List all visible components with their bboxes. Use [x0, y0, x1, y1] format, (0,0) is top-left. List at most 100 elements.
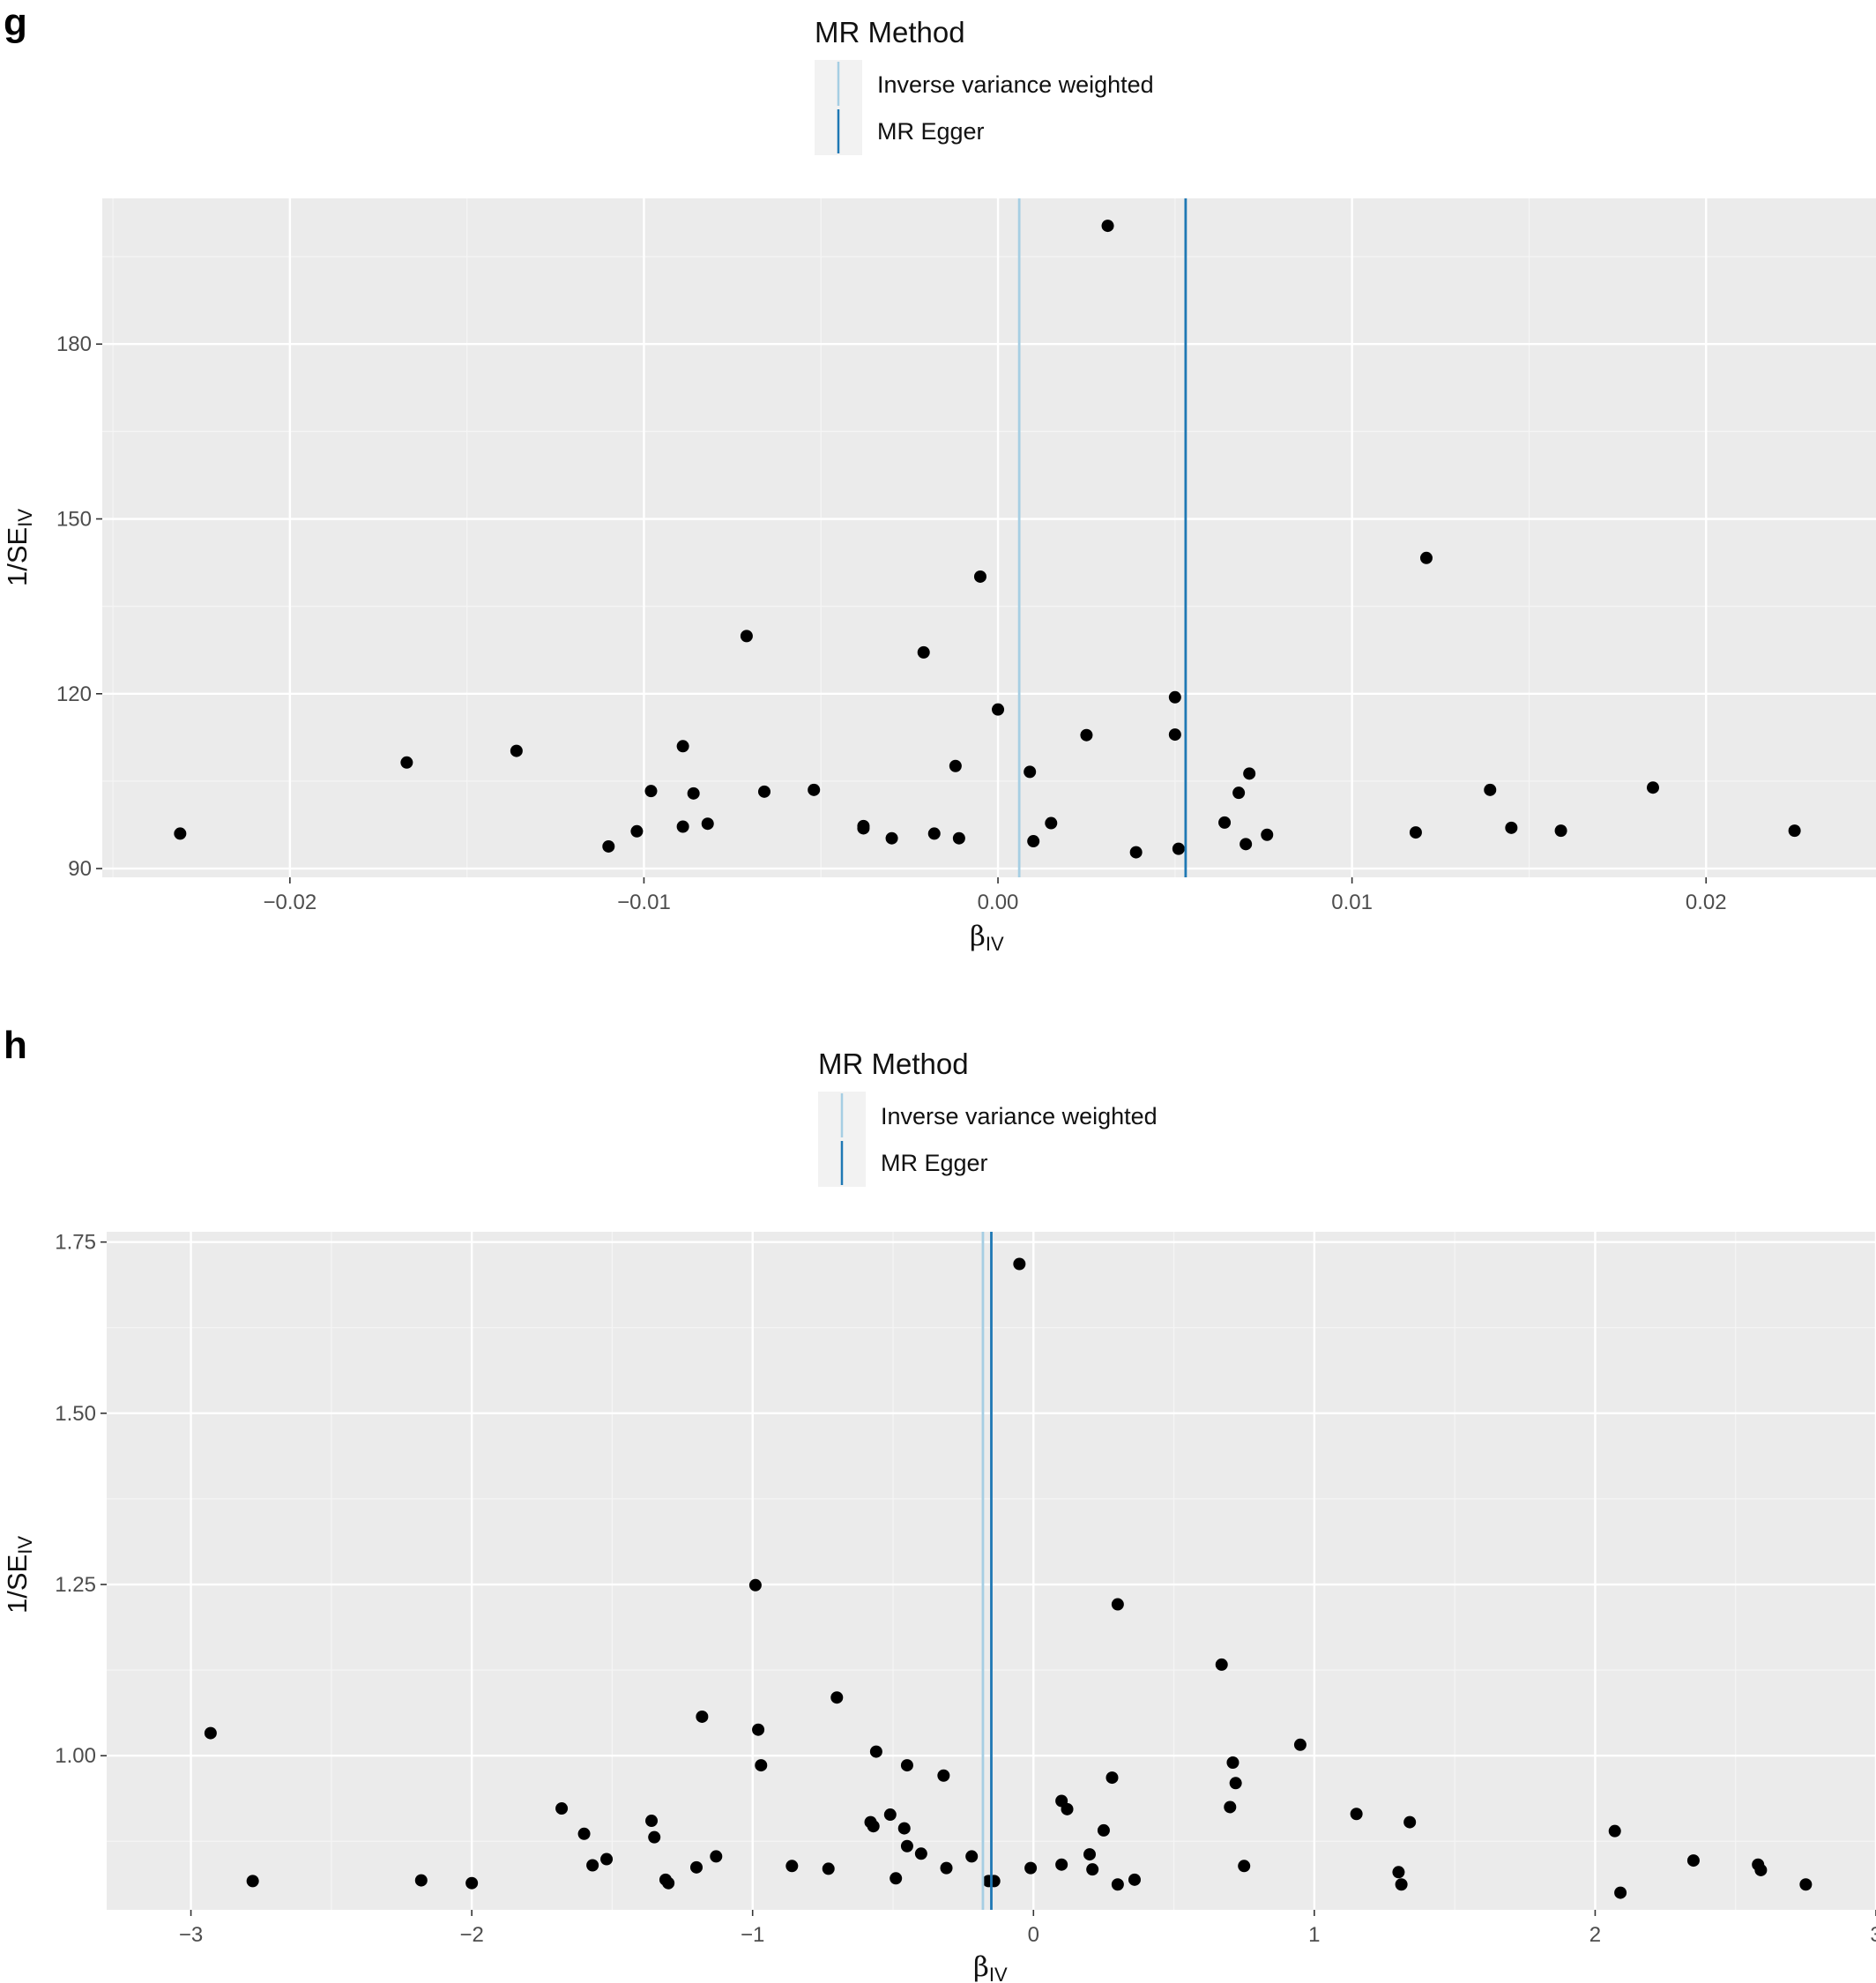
h-data-point [1097, 1823, 1110, 1837]
h-data-point [662, 1876, 675, 1890]
legend-h: MR Method Inverse variance weighted MR E… [818, 1047, 1158, 1187]
h-data-point [586, 1859, 599, 1872]
g-data-point [973, 570, 986, 583]
h-data-point [710, 1850, 723, 1863]
h-data-point [1013, 1257, 1026, 1271]
plot-area-g: −0.02 −0.01 0.00 0.01 0.02 90 120 150 180 [56, 198, 1876, 914]
g-data-point [701, 817, 714, 831]
x-axis-title-h: βIV [973, 1951, 1008, 1983]
panel-g: g MR Method Inverse variance weighted MR… [2, 1, 1876, 955]
h-data-point [897, 1822, 911, 1835]
g-data-point [1484, 783, 1497, 796]
h-data-point [1799, 1878, 1813, 1891]
h-data-point [1106, 1771, 1119, 1785]
g-data-point [1646, 781, 1659, 794]
h-data-point [696, 1710, 709, 1723]
h-x-tick-label: −1 [741, 1923, 764, 1947]
y-axis-title-h: 1/SEIV [2, 1536, 36, 1614]
h-data-point [690, 1860, 703, 1874]
h-data-point [246, 1875, 259, 1888]
g-data-point [857, 822, 870, 835]
h-data-point [785, 1860, 799, 1873]
g-data-point [602, 839, 615, 853]
g-data-point [1261, 828, 1274, 841]
h-x-tick-label: 1 [1308, 1923, 1320, 1947]
panel-letter-g: g [4, 1, 27, 44]
panel-letter-h: h [4, 1024, 27, 1067]
g-y-tick-label: 150 [56, 508, 92, 532]
h-data-point [1111, 1878, 1124, 1891]
h-data-point [900, 1759, 913, 1772]
h-data-point [1086, 1863, 1099, 1876]
h-y-tick-label: 1.25 [55, 1573, 96, 1597]
g-data-point [1080, 728, 1093, 742]
h-data-point [1392, 1866, 1405, 1879]
h-y-tick-label: 1.50 [55, 1402, 96, 1426]
y-axis-title-g: 1/SEIV [2, 509, 36, 586]
h-data-point [1111, 1598, 1124, 1611]
legend-title-g: MR Method [815, 16, 965, 48]
h-data-point [752, 1723, 765, 1736]
h-data-point [465, 1876, 479, 1890]
legend-title-h: MR Method [818, 1047, 969, 1080]
h-data-point [914, 1847, 927, 1860]
g-data-point [740, 630, 753, 643]
x-axis-title-g: βIV [970, 921, 1004, 955]
g-data-point [676, 820, 689, 833]
g-data-point [1168, 690, 1181, 704]
g-data-point [927, 827, 941, 840]
h-data-point [1395, 1878, 1408, 1891]
panel-h: h MR Method Inverse variance weighted MR… [2, 1024, 1876, 1983]
g-data-point [949, 759, 962, 772]
h-data-point [1350, 1808, 1363, 1821]
h-data-point [822, 1862, 835, 1875]
g-data-point [1218, 816, 1232, 829]
g-y-tick-label: 120 [56, 682, 92, 706]
g-data-point [808, 783, 821, 796]
h-data-point [1608, 1824, 1621, 1838]
h-x-tick-label: −2 [459, 1923, 483, 1947]
h-data-point [1403, 1815, 1417, 1829]
g-x-tick-label: 0.00 [978, 891, 1019, 914]
g-data-point [1505, 821, 1518, 834]
h-data-point [1224, 1800, 1237, 1814]
g-data-point [1788, 824, 1801, 838]
legend-label-egger-h: MR Egger [881, 1150, 988, 1176]
h-data-point [1229, 1777, 1242, 1790]
h-data-point [1614, 1886, 1627, 1899]
h-data-point [577, 1827, 591, 1840]
h-data-point [555, 1802, 569, 1815]
g-data-point [1101, 220, 1114, 233]
g-data-point [1045, 816, 1058, 830]
g-data-point [174, 827, 187, 840]
h-data-point [869, 1745, 882, 1758]
h-data-point [1055, 1858, 1068, 1871]
h-data-point [867, 1820, 880, 1833]
g-data-point [1554, 824, 1567, 838]
g-data-point [992, 703, 1005, 716]
h-data-point [645, 1815, 659, 1828]
h-data-point [1128, 1873, 1141, 1886]
g-data-point [687, 786, 700, 800]
g-data-point [885, 831, 898, 845]
h-data-point [600, 1853, 614, 1866]
g-data-point [1129, 846, 1143, 859]
g-data-point [676, 740, 689, 753]
h-data-point [1226, 1756, 1240, 1769]
g-data-point [1240, 838, 1253, 851]
h-x-tick-label: −3 [179, 1923, 203, 1947]
h-data-point [1686, 1854, 1700, 1867]
g-data-point [400, 756, 413, 769]
h-data-point [987, 1875, 1001, 1888]
h-data-point [890, 1872, 903, 1885]
g-data-point [630, 824, 644, 838]
legend-label-egger-g: MR Egger [877, 118, 985, 145]
g-data-point [1168, 728, 1181, 742]
g-data-point [1409, 826, 1422, 839]
h-data-point [1083, 1848, 1096, 1861]
legend-label-ivw-h: Inverse variance weighted [881, 1103, 1158, 1129]
h-y-tick-label: 1.75 [55, 1231, 96, 1255]
g-y-tick-label: 180 [56, 332, 92, 356]
g-data-point [1172, 842, 1185, 855]
h-data-point [830, 1691, 844, 1704]
